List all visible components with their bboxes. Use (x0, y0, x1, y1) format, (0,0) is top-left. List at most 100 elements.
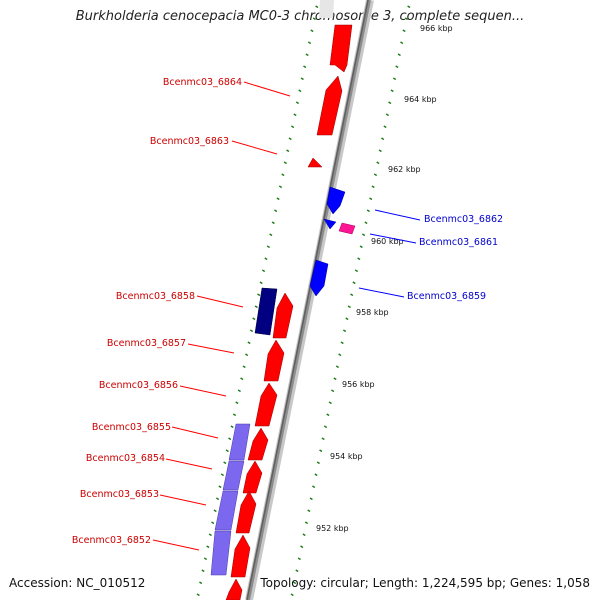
scale-tick (323, 425, 328, 429)
gene-label-6864[interactable]: Bcenmc03_6864 (163, 77, 242, 88)
scale-tick (354, 269, 359, 273)
gene-label-6859[interactable]: Bcenmc03_6859 (407, 291, 486, 302)
leader-lines (152, 81, 421, 551)
scale-tick (247, 341, 251, 345)
scale-tick (213, 509, 217, 513)
purple-gene-6853[interactable] (214, 490, 239, 531)
scale-tick (235, 401, 239, 405)
scale-tick (230, 425, 234, 429)
gene-6862b-shape[interactable] (323, 218, 337, 230)
scale-tick (381, 137, 385, 141)
scale-tick (378, 149, 382, 153)
reverse-genes (254, 186, 356, 336)
kbp-label-964: 964 kbp (404, 95, 437, 104)
scale-tick (340, 341, 344, 345)
gene-6856-shape[interactable] (254, 382, 278, 427)
forward-genes (225, 24, 353, 600)
scale-tick (397, 53, 401, 57)
scale-tick (331, 389, 335, 393)
scale-tick (326, 413, 330, 417)
scale-tick (240, 377, 244, 381)
scale-tick (347, 305, 351, 309)
scale-tick (292, 581, 297, 585)
leader-6858 (196, 295, 244, 308)
scale-tick (281, 173, 285, 177)
scale-tick (362, 233, 366, 237)
gene-6862-shape[interactable] (326, 186, 346, 215)
gene-label-6854[interactable]: Bcenmc03_6854 (86, 453, 165, 464)
scale-tick (232, 413, 237, 417)
scale-tick (274, 209, 278, 213)
scale-tick (271, 221, 275, 225)
scale-tick (310, 29, 314, 33)
scale-tick (407, 5, 411, 9)
purple-gene-6854[interactable] (222, 460, 245, 491)
scale-tick (300, 77, 304, 81)
kbp-label-952: 952 kbp (316, 524, 349, 533)
scale-tick (201, 569, 205, 573)
gene-6851-shape[interactable] (225, 578, 243, 600)
purple-gene-6852[interactable] (210, 530, 232, 576)
gene-6855-shape[interactable] (247, 427, 269, 461)
gene-6858-shape[interactable] (272, 292, 294, 339)
scale-tick (237, 389, 241, 393)
gene-label-6853[interactable]: Bcenmc03_6853 (80, 489, 159, 500)
scale-tick (388, 101, 392, 105)
leader-6863 (231, 140, 278, 155)
scale-tracks (196, 5, 411, 597)
scale-tick (312, 485, 316, 489)
scale-tick (338, 353, 342, 357)
scale-tick (223, 461, 227, 465)
scale-tick (366, 209, 370, 213)
gene-6854-shape[interactable] (242, 460, 263, 494)
scale-tick (257, 293, 261, 297)
gene-label-6861[interactable]: Bcenmc03_6861 (419, 237, 498, 248)
scale-tick (371, 185, 375, 189)
scale-tick (297, 557, 301, 561)
gene-label-6857[interactable]: Bcenmc03_6857 (107, 338, 186, 349)
leader-6852 (152, 539, 200, 551)
scale-tick (215, 497, 220, 501)
gene-6861-shape[interactable] (338, 222, 356, 235)
gene-6864-shape[interactable] (316, 75, 343, 136)
scale-tick (303, 65, 307, 69)
scale-tick (392, 77, 397, 81)
kbp-label-962: 962 kbp (388, 165, 421, 174)
faded-gene[interactable] (319, 0, 334, 18)
gene-label-6855[interactable]: Bcenmc03_6855 (92, 422, 171, 433)
scale-tick (314, 473, 318, 477)
scale-tick (402, 29, 406, 33)
scale-tick (395, 65, 399, 69)
kbp-label-956: 956 kbp (342, 380, 375, 389)
gene-label-6858[interactable]: Bcenmc03_6858 (116, 291, 195, 302)
kbp-label-960: 960 kbp (371, 237, 404, 246)
scale-tick (290, 593, 294, 597)
leader-6861 (369, 233, 417, 244)
gene-6859-shape[interactable] (309, 259, 329, 297)
scale-tick (335, 365, 339, 369)
gene-label-6862[interactable]: Bcenmc03_6862 (424, 214, 503, 225)
gene-6865-shape[interactable] (329, 24, 353, 73)
gene-6857-shape[interactable] (263, 339, 285, 382)
gene-label-6863[interactable]: Bcenmc03_6863 (150, 136, 229, 147)
scale-tick (369, 197, 373, 201)
scale-tick (376, 161, 380, 165)
gene-6863-shape[interactable] (307, 157, 323, 168)
scale-tick (352, 281, 356, 285)
scale-tick (309, 497, 313, 501)
gene-6858-reverse-shape[interactable] (254, 287, 278, 336)
scale-tick (359, 245, 363, 249)
scale-tick (305, 53, 309, 57)
scale-tick (218, 485, 222, 489)
scale-tick (228, 437, 232, 441)
scale-tick (208, 533, 212, 537)
gene-label-6852[interactable]: Bcenmc03_6852 (72, 535, 151, 546)
purple-gene-6855[interactable] (228, 423, 251, 461)
gene-6853-shape[interactable] (235, 490, 257, 534)
scale-tick (298, 89, 302, 93)
scale-tick (245, 353, 249, 357)
scale-tick (269, 233, 273, 237)
gene-label-6856[interactable]: Bcenmc03_6856 (99, 380, 178, 391)
gene-6852-shape[interactable] (230, 534, 251, 578)
